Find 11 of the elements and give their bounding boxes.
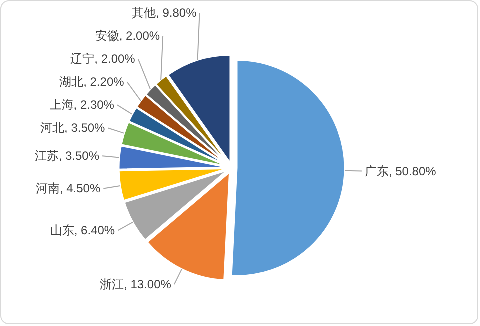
- slice-label: 上海, 2.30%: [50, 98, 115, 112]
- slice-label: 河南, 4.50%: [36, 182, 101, 196]
- slice-label: 广东, 50.80%: [364, 164, 437, 178]
- slice-label: 其他, 9.80%: [132, 6, 198, 20]
- slice-label: 辽宁, 2.00%: [70, 52, 136, 66]
- slice-label: 山东, 6.40%: [50, 224, 116, 238]
- slice-label: 湖北, 2.20%: [60, 75, 125, 90]
- slice-label: 江苏, 3.50%: [34, 149, 100, 164]
- slice-label: 安徽, 2.00%: [95, 29, 160, 44]
- slice-label: 浙江, 13.00%: [100, 278, 172, 292]
- slice-label: 河北, 3.50%: [40, 121, 106, 136]
